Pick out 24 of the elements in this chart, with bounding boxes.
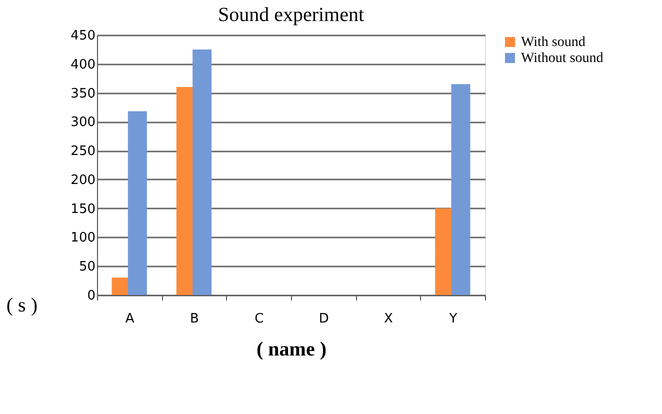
x-tick-label: D [318, 312, 329, 326]
y-tick-label: 400 [70, 57, 96, 72]
y-tick-label: 200 [70, 172, 96, 188]
y-tick-label: 50 [78, 260, 96, 275]
y-axis-title: ( s ) [6, 294, 38, 316]
y-tick-label: 300 [70, 115, 96, 130]
bar [451, 84, 470, 295]
y-tick-label: 100 [70, 230, 96, 246]
y-tick-label: 350 [70, 86, 96, 102]
y-tick-label: 450 [70, 28, 96, 44]
x-tick-label: A [125, 312, 134, 326]
bar [128, 111, 147, 295]
x-tick-label: C [254, 312, 264, 326]
y-tick-label: 250 [70, 144, 96, 160]
x-tick-label: Y [448, 312, 458, 326]
legend-label: Without sound [521, 51, 604, 66]
x-tick-label: B [190, 312, 199, 326]
legend-label: With sound [521, 35, 586, 50]
y-tick-label: 150 [70, 202, 96, 217]
chart-title: Sound experiment [218, 4, 364, 26]
bar [192, 49, 212, 295]
x-tick-label: X [384, 312, 394, 326]
x-axis-title: ( name ) [256, 338, 326, 360]
y-tick-label: 0 [87, 288, 96, 304]
